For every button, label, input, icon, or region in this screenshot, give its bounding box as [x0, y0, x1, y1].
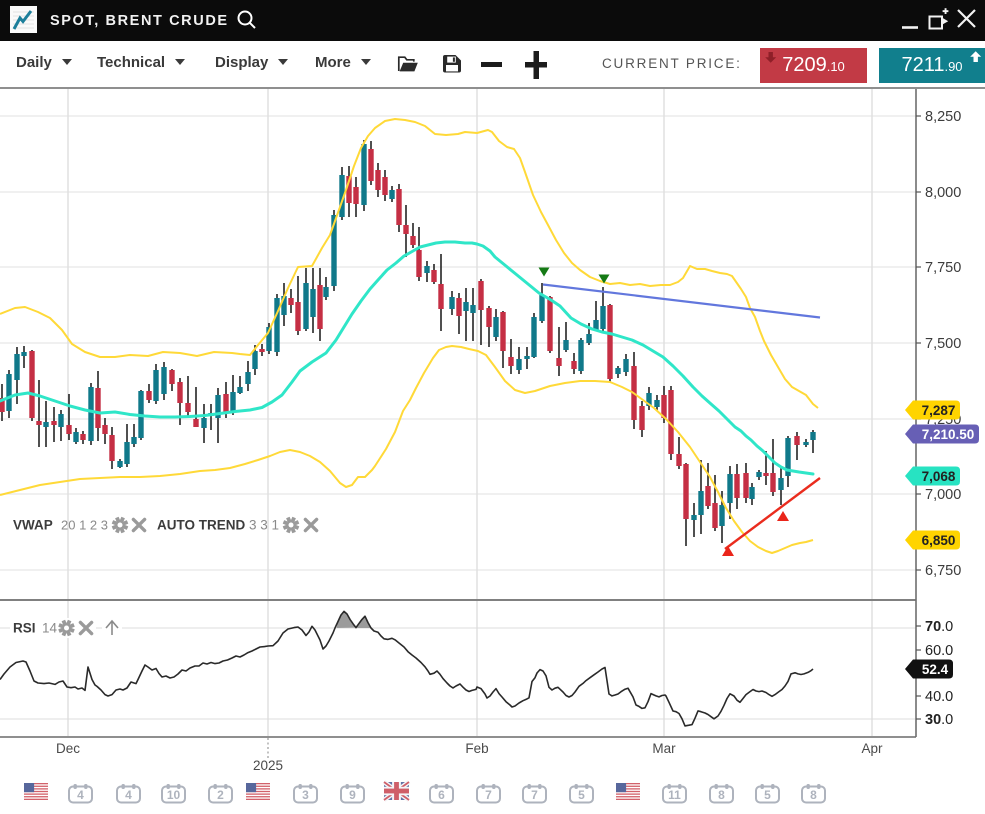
svg-text:20 1 2 3: 20 1 2 3: [61, 518, 108, 533]
svg-text:7,750: 7,750: [925, 260, 961, 276]
svg-text:8,250: 8,250: [925, 109, 961, 125]
svg-text:Feb: Feb: [465, 741, 488, 756]
svg-text:9: 9: [349, 788, 356, 802]
svg-text:14: 14: [42, 621, 58, 636]
svg-text:8,000: 8,000: [925, 185, 961, 201]
svg-text:7,210.50: 7,210.50: [922, 427, 975, 442]
svg-text:40.0: 40.0: [925, 689, 953, 705]
svg-text:2025: 2025: [253, 758, 283, 773]
svg-text:70.0: 70.0: [925, 619, 953, 635]
svg-text:30.0: 30.0: [925, 712, 953, 728]
svg-text:6: 6: [438, 788, 445, 802]
svg-text:2: 2: [217, 788, 224, 802]
svg-text:8: 8: [810, 788, 817, 802]
svg-text:VWAP: VWAP: [13, 518, 53, 533]
svg-text:4: 4: [125, 788, 132, 802]
svg-text:7,000: 7,000: [925, 487, 961, 503]
svg-text:3: 3: [302, 788, 309, 802]
svg-text:52.4: 52.4: [922, 662, 949, 677]
svg-text:5: 5: [764, 788, 771, 802]
svg-text:Mar: Mar: [652, 741, 676, 756]
svg-text:5: 5: [578, 788, 585, 802]
svg-text:7,287: 7,287: [922, 403, 956, 418]
svg-text:7: 7: [485, 788, 492, 802]
svg-text:10: 10: [167, 788, 181, 802]
svg-text:6,750: 6,750: [925, 563, 961, 579]
svg-text:AUTO TREND: AUTO TREND: [157, 518, 246, 533]
svg-text:Dec: Dec: [56, 741, 80, 756]
svg-text:3 3 1: 3 3 1: [249, 518, 279, 533]
svg-text:RSI: RSI: [13, 621, 36, 636]
svg-text:60.0: 60.0: [925, 643, 953, 659]
svg-text:4: 4: [77, 788, 84, 802]
svg-text:7: 7: [531, 788, 538, 802]
svg-text:Apr: Apr: [861, 741, 883, 756]
svg-text:11: 11: [668, 788, 681, 802]
svg-text:7,068: 7,068: [922, 469, 956, 484]
svg-text:6,850: 6,850: [922, 533, 956, 548]
svg-text:7,500: 7,500: [925, 336, 961, 352]
svg-text:8: 8: [718, 788, 725, 802]
